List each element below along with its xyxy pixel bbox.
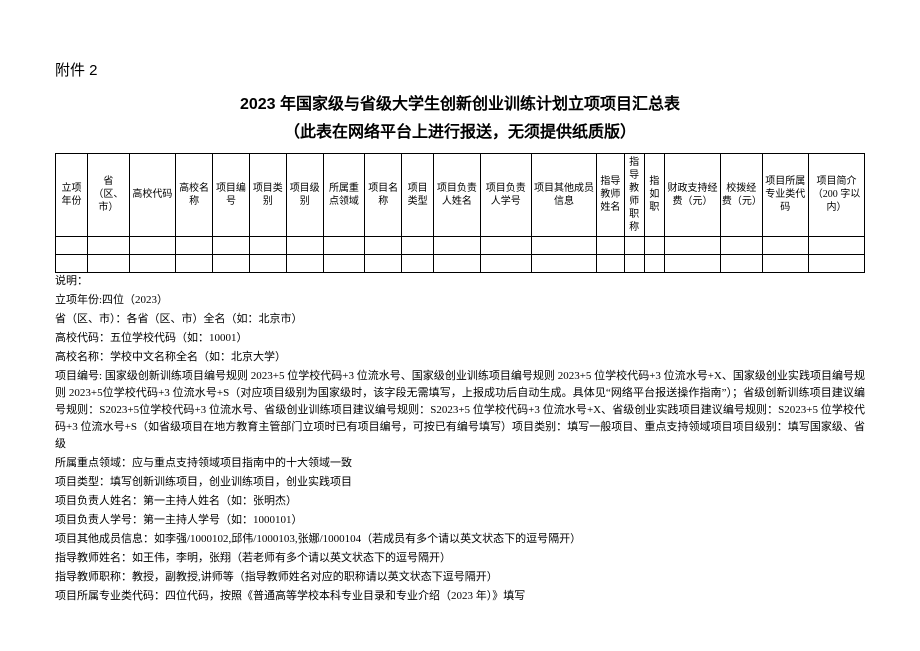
table-header-cell: 项目负责人姓名: [434, 153, 480, 236]
table-cell: [249, 236, 286, 254]
table-header-cell: 项目级别: [286, 153, 323, 236]
note-line: 项目负责人学号：第一主持人学号（如：1000101）: [55, 512, 865, 529]
table-cell: [56, 254, 88, 272]
table-cell: [323, 236, 365, 254]
table-cell: [176, 236, 213, 254]
table-cell: [665, 236, 721, 254]
table-cell: [434, 236, 480, 254]
table-cell: [213, 254, 250, 272]
table-cell: [624, 236, 644, 254]
table-header-cell: 指如职: [644, 153, 664, 236]
table-cell: [249, 254, 286, 272]
page-title: 2023 年国家级与省级大学生创新创业训练计划立项项目汇总表: [55, 93, 865, 117]
table-cell: [531, 254, 596, 272]
table-header-cell: 指导教师姓名: [597, 153, 624, 236]
table-cell: [88, 254, 130, 272]
table-header-cell: 项目所属专业类代码: [762, 153, 808, 236]
note-line: 省（区、市）：各省（区、市）全名（如：北京市）: [55, 311, 865, 328]
note-line: 项目类型：填写创新训练项目，创业训练项目，创业实践项目: [55, 474, 865, 491]
table-cell: [402, 254, 434, 272]
table-cell: [644, 236, 664, 254]
table-cell: [480, 236, 531, 254]
page-subtitle: （此表在网络平台上进行报送，无须提供纸质版）: [55, 121, 865, 145]
table-cell: [597, 254, 624, 272]
note-line: 指导教师职称：教授，副教授,讲师等（指导教师姓名对应的职称请以英文状态下逗号隔开…: [55, 569, 865, 586]
table-cell: [323, 254, 365, 272]
table-cell: [213, 236, 250, 254]
table-cell: [644, 254, 664, 272]
table-cell: [286, 236, 323, 254]
note-line: 所属重点领域：应与重点支持领域项目指南中的十大领域一致: [55, 455, 865, 472]
table-cell: [665, 254, 721, 272]
note-line: 高校名称：学校中文名称全名（如：北京大学）: [55, 349, 865, 366]
table-header-cell: 项目名称: [365, 153, 402, 236]
table-cell: [129, 236, 175, 254]
table-cell: [720, 254, 762, 272]
table-header-cell: 项目类型: [402, 153, 434, 236]
attachment-label: 附件 2: [55, 60, 865, 83]
table-header-cell: 指导教师职称: [624, 153, 644, 236]
table-cell: [597, 236, 624, 254]
notes-heading: 说明：: [55, 273, 865, 290]
table-header-cell: 项目简介（200 字以内）: [808, 153, 864, 236]
table-cell: [402, 236, 434, 254]
table-header-cell: 校拨经费（元）: [720, 153, 762, 236]
table-cell: [762, 236, 808, 254]
table-cell: [720, 236, 762, 254]
table-header-cell: 财政支持经费（元）: [665, 153, 721, 236]
table-cell: [286, 254, 323, 272]
note-line: 项目负责人姓名：第一主持人姓名（如：张明杰）: [55, 493, 865, 510]
note-line: 项目所属专业类代码：四位代码，按照《普通高等学校本科专业目录和专业介绍（2023…: [55, 588, 865, 605]
table-header-row: 立项年份省（区、市）高校代码高校名称项目编号项目类别项目级别所属重点领域项目名称…: [56, 153, 865, 236]
table-header-cell: 项目编号: [213, 153, 250, 236]
table-row: [56, 254, 865, 272]
table-header-cell: 省（区、市）: [88, 153, 130, 236]
note-line: 指导教师姓名：如王伟，李明，张翔（若老师有多个请以英文状态下的逗号隔开）: [55, 550, 865, 567]
table-cell: [176, 254, 213, 272]
table-cell: [129, 254, 175, 272]
table-cell: [808, 236, 864, 254]
table-cell: [365, 236, 402, 254]
table-header-cell: 高校代码: [129, 153, 175, 236]
table-header-cell: 项目负责人学号: [480, 153, 531, 236]
note-line: 立项年份:四位（2023）: [55, 292, 865, 309]
notes-list: 立项年份:四位（2023） 省（区、市）：各省（区、市）全名（如：北京市） 高校代码…: [55, 292, 865, 606]
table-header-cell: 项目类别: [249, 153, 286, 236]
table-row: [56, 236, 865, 254]
note-line: 高校代码：五位学校代码（如：10001）: [55, 330, 865, 347]
table-header-cell: 所属重点领域: [323, 153, 365, 236]
table-cell: [434, 254, 480, 272]
table-cell: [88, 236, 130, 254]
table-cell: [365, 254, 402, 272]
summary-table: 立项年份省（区、市）高校代码高校名称项目编号项目类别项目级别所属重点领域项目名称…: [55, 153, 865, 273]
table-header-cell: 项目其他成员信息: [531, 153, 596, 236]
table-cell: [624, 254, 644, 272]
table-cell: [808, 254, 864, 272]
table-cell: [762, 254, 808, 272]
table-cell: [56, 236, 88, 254]
table-cell: [480, 254, 531, 272]
table-header-cell: 立项年份: [56, 153, 88, 236]
note-line: 项目其他成员信息：如李强/1000102,邱伟/1000103,张娜/10001…: [55, 531, 865, 548]
note-line: 项目编号: 国家级创新训练项目编号规则 2023+5 位学校代码+3 位流水号、…: [55, 368, 865, 453]
table-header-cell: 高校名称: [176, 153, 213, 236]
table-cell: [531, 236, 596, 254]
